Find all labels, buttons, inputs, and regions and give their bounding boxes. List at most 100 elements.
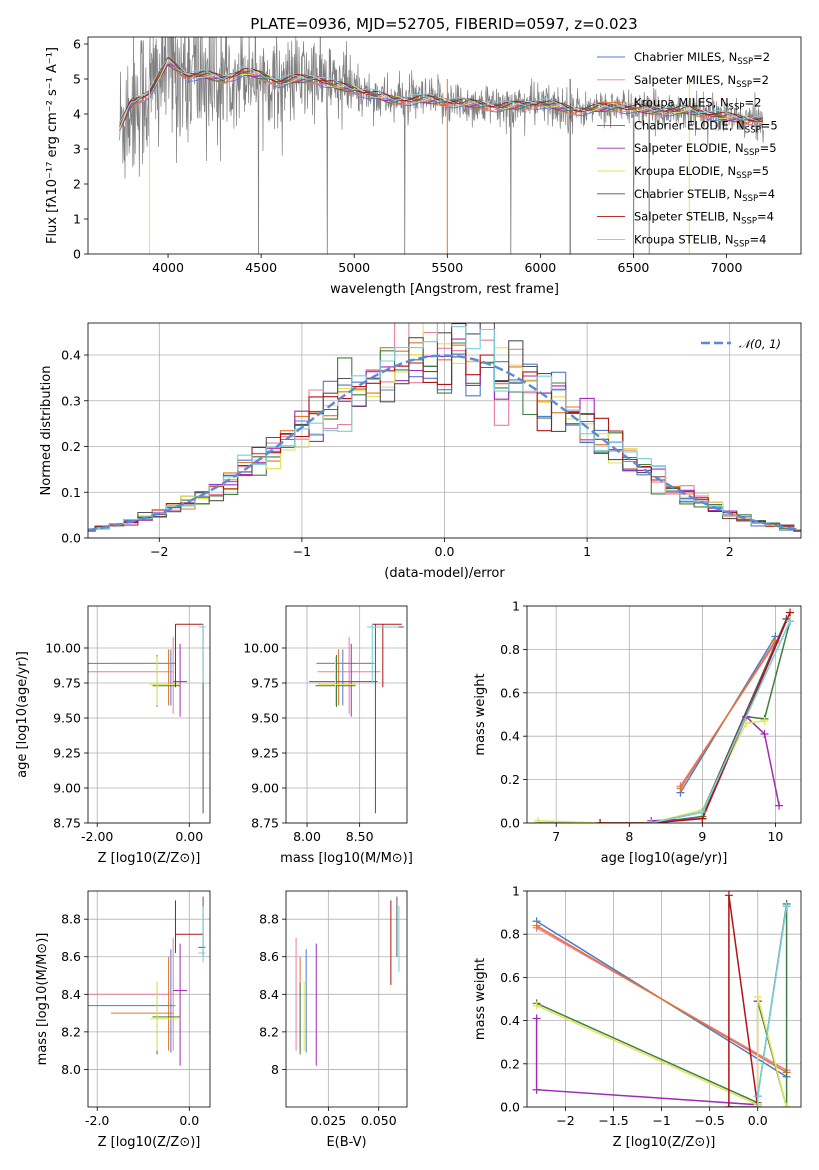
- legend-label-7: Chabrier STELIB, NSSP=4: [634, 187, 775, 204]
- x-tick-label: 6500: [618, 260, 650, 275]
- legend-nssp: =4: [749, 232, 766, 246]
- model-spectrum-3: [119, 63, 764, 129]
- legend-label-9: Kroupa STELIB, NSSP=4: [634, 232, 766, 249]
- y-tick-label: 0.2: [500, 772, 520, 787]
- legend-label-5: Salpeter ELODIE, NSSP=5: [634, 141, 777, 158]
- legend-label-2: Salpeter MILES, NSSP=2: [634, 73, 769, 90]
- y-tick-label: 9.25: [53, 746, 81, 761]
- chart-layer: 4000 4500 5000 5500 6000 6500 7000 0 1 2 3 4 5 6 wavel…: [15, 36, 802, 1150]
- x-axis-label: Z [log10(Z/Z⊙)]: [613, 1135, 716, 1150]
- y-tick-label: 1: [512, 884, 520, 899]
- weight-marker-9: [698, 808, 707, 817]
- y-tick-label: 9.50: [251, 711, 279, 726]
- y-tick-label: 0.8: [500, 927, 520, 942]
- y-tick-label: 9.00: [53, 781, 81, 796]
- y-tick-label: 1: [512, 599, 520, 614]
- y-tick-label: 0.8: [500, 642, 520, 657]
- panel-age_vs_mass: 8.00 8.50 8.75 9.00 9.25 9.50 9.75 10.00 mass [l…: [243, 605, 413, 866]
- model-spectrum-1: [119, 61, 764, 130]
- residual-histogram-6: [88, 323, 801, 532]
- x-tick-label: −1: [293, 544, 311, 559]
- y-axis-label: Flux [fλ10⁻¹⁷ erg cm⁻² s⁻¹ A⁻¹]: [45, 47, 60, 244]
- legend-nssp: =5: [752, 164, 769, 178]
- plot-area-residuals: [88, 323, 801, 532]
- legend-subscript: SSP: [744, 148, 760, 158]
- y-tick-label: 8.4: [259, 987, 279, 1002]
- legend-subscript: SSP: [734, 239, 750, 249]
- axes-frame: [87, 605, 211, 824]
- x-tick-label: 0.0: [179, 1113, 199, 1128]
- x-tick-label: 0.050: [361, 1113, 397, 1128]
- weight-line-3: [679, 640, 777, 789]
- x-tick-label: 0.025: [310, 1113, 346, 1128]
- x-tick-label: 0.0: [748, 1113, 768, 1128]
- legend-nssp: =5: [761, 118, 778, 132]
- y-tick-label: 8.6: [259, 949, 279, 964]
- weight-marker-9: [782, 902, 791, 911]
- weight-marker-3: [532, 921, 541, 930]
- legend-label-3: Kroupa MILES, NSSP=2: [634, 96, 761, 113]
- y-tick-label: 0: [73, 247, 81, 262]
- plot-area-spectrum: [119, 37, 764, 254]
- x-tick-label: 7: [552, 829, 560, 844]
- y-tick-label: 8.6: [61, 949, 81, 964]
- y-tick-label: 1: [73, 212, 81, 227]
- x-axis-label: age [log10(age/yr)]: [601, 851, 728, 866]
- legend-model-name: Salpeter MILES, N: [634, 73, 736, 87]
- legend-model-name: Chabrier MILES, N: [634, 50, 737, 64]
- legend-subscript: SSP: [737, 57, 753, 67]
- y-tick-label: 10.00: [243, 641, 279, 656]
- legend-label-8: Salpeter STELIB, NSSP=4: [634, 210, 774, 227]
- y-tick-label: 8.2: [61, 1024, 81, 1039]
- plot-area-age_vs_Z: [88, 623, 206, 814]
- legend-nssp: =2: [744, 96, 761, 110]
- x-tick-label: 1: [583, 544, 591, 559]
- y-tick-label: 6: [73, 37, 81, 52]
- y-tick-label: 8.75: [251, 816, 279, 831]
- x-tick-label: 8.00: [293, 829, 321, 844]
- y-tick-label: 8: [271, 1062, 279, 1077]
- y-tick-label: 2: [73, 177, 81, 192]
- x-tick-label: 0.00: [175, 829, 203, 844]
- x-axis-label: (data-model)/error: [384, 566, 505, 581]
- legend-label-4: Chabrier ELODIE, NSSP=5: [634, 118, 778, 135]
- plot-area-mass_vs_ebv: [295, 896, 400, 1066]
- weight-marker-6: [753, 992, 762, 1001]
- panel-weight_vs_Z: −2 −1.5 −1 −0.5 0.0 0.0 0.2 0.4 0.6 0.8 1 Z [log10(…: [473, 884, 802, 1150]
- y-tick-label: 8.2: [259, 1024, 279, 1039]
- weight-marker-9: [647, 819, 656, 823]
- y-tick-label: 9.75: [251, 676, 279, 691]
- model-spectrum-6: [119, 60, 764, 130]
- y-tick-label: 0.4: [61, 348, 81, 363]
- x-tick-label: 4000: [152, 260, 184, 275]
- axes-frame: [87, 322, 802, 539]
- figure-title: PLATE=0936, MJD=52705, FIBERID=0597, z=0…: [250, 15, 637, 33]
- residual-histogram-9: [88, 323, 801, 531]
- weight-marker-9: [753, 1092, 762, 1101]
- axes-frame: [285, 605, 408, 824]
- x-axis-label: Z [log10(Z/Z⊙)]: [98, 851, 201, 866]
- axes-frame: [526, 605, 802, 824]
- legend-subscript: SSP: [745, 125, 761, 135]
- axes-frame: [87, 36, 802, 255]
- x-tick-label: -2.0: [85, 1113, 109, 1128]
- x-tick-label: −2: [556, 1113, 574, 1128]
- legend-subscript: SSP: [736, 80, 752, 90]
- legend-model-name: Kroupa MILES, N: [634, 96, 729, 110]
- plot-area-weight_vs_Z: [532, 891, 791, 1107]
- y-tick-label: 0.1: [61, 485, 81, 500]
- legend-model-name: Chabrier STELIB, N: [634, 187, 742, 201]
- y-tick-label: 0.4: [500, 729, 520, 744]
- panel-mass_vs_ebv: 0.025 0.050 8 8.2 8.4 8.6 8.8 E(B-V): [259, 890, 408, 1150]
- x-tick-label: 5000: [338, 260, 370, 275]
- plot-area-age_vs_mass: [309, 623, 404, 814]
- axes-frame: [526, 890, 802, 1108]
- weight-marker-6: [532, 1001, 541, 1010]
- plot-area-weight_vs_age: [533, 608, 795, 823]
- weight-line-3: [536, 924, 787, 1074]
- x-tick-label: −0.5: [694, 1113, 724, 1128]
- legend-subscript: SSP: [742, 194, 758, 204]
- x-tick-label: 4500: [245, 260, 277, 275]
- weight-marker-3: [676, 784, 685, 793]
